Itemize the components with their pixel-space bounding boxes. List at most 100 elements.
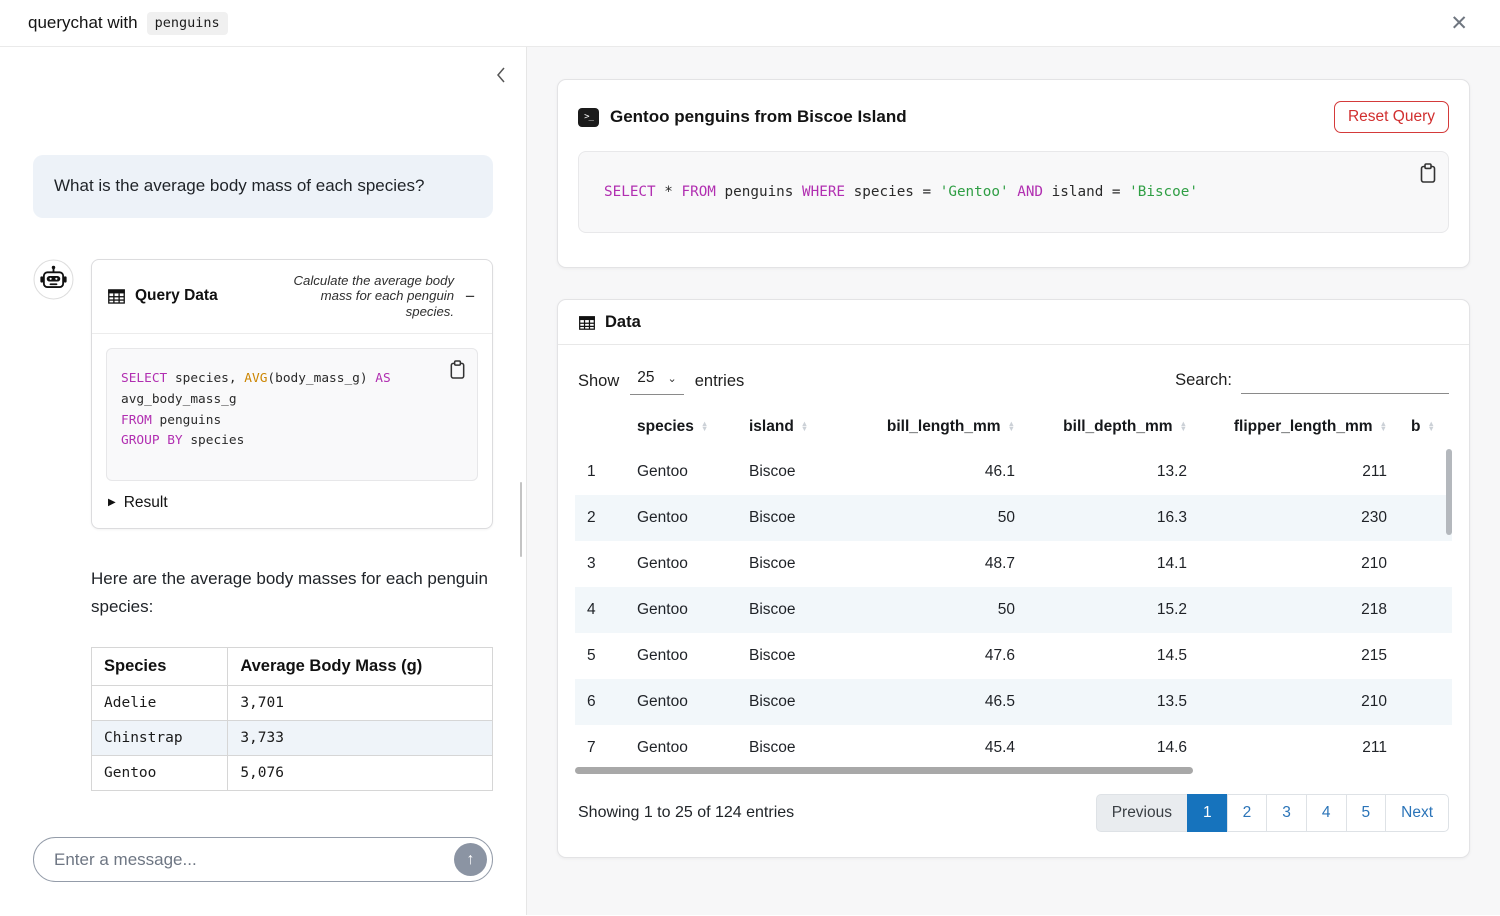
column-header-island[interactable]: island ▲ ▼ [737,405,845,449]
pagination-page-5[interactable]: 5 [1345,794,1387,832]
table-cell: 218 [1361,601,1387,618]
sort-icon: ▲ ▼ [800,419,809,433]
show-label: Show [578,371,620,390]
table-cell: Gentoo [637,601,688,618]
column-header-bill_length_mm[interactable]: bill_length_mm ▲ ▼ [845,405,1027,449]
data-card-header: Data [558,300,1469,345]
tool-card-collapse-icon[interactable]: − [465,286,475,306]
tool-sql-code: SELECT species, AVG(body_mass_g) AS avg_b… [121,371,391,449]
horizontal-scrollbar[interactable] [575,767,1193,774]
table-cell [1399,541,1452,587]
table-cell: 14.5 [1156,647,1187,664]
chevron-left-icon [497,67,505,83]
query-title: Gentoo penguins from Biscoe Island [610,107,907,126]
table-cell: 210 [1361,693,1387,710]
table-cell: Biscoe [749,693,796,710]
assistant-answer-text: Here are the average body masses for eac… [91,568,488,616]
column-header-bill_depth_mm[interactable]: bill_depth_mm ▲ ▼ [1027,405,1199,449]
table-cell: 46.1 [984,463,1015,480]
table-row: 3 Gentoo Biscoe 48.7 14.1 210 [575,541,1452,587]
search-label: Search: [1175,371,1232,389]
column-header-species[interactable]: species ▲ ▼ [625,405,737,449]
tool-card-title: Query Data [135,287,218,305]
column-label: bill_length_mm [886,418,1001,435]
datatable-toolbar: Show 25 ⌄ entries Search: [558,345,1469,399]
result-table-cell: Adelie [90,685,229,722]
result-table-row: Chinstrap 3,733 [90,720,493,757]
tool-card-subtitle: Calculate the average body mass for each… [293,272,455,320]
close-icon[interactable]: ✕ [1446,11,1472,36]
table-cell: 210 [1361,555,1387,572]
search-input[interactable] [1241,367,1449,394]
vertical-scrollbar[interactable] [1446,449,1452,535]
data-card-title: Data [605,313,641,331]
table-row: 7 Gentoo Biscoe 45.4 14.6 211 [575,725,1452,771]
send-button[interactable]: ↑ [454,843,487,876]
column-header-b[interactable]: b ▲ ▼ [1399,405,1452,449]
copy-icon[interactable] [446,357,469,382]
result-toggle-label: Result [123,493,168,511]
sidebar-resize-handle[interactable] [520,482,522,557]
reset-query-button[interactable]: Reset Query [1333,101,1449,133]
table-cell: Gentoo [637,555,688,572]
table-cell: Gentoo [637,647,688,664]
result-table-cell: Chinstrap [90,720,229,757]
message-input[interactable] [34,849,454,870]
bot-avatar [33,259,74,300]
column-label: bill_depth_mm [1063,418,1173,435]
sidebar-collapse-button[interactable] [490,63,512,90]
tool-card-body: SELECT species, AVG(body_mass_g) AS avg_b… [92,334,492,528]
table-cell: Biscoe [749,601,796,618]
page-length-value: 25 [637,369,655,386]
table-cell: Biscoe [749,463,796,480]
row-number-cell: 7 [587,739,596,756]
table-cell: Gentoo [637,509,688,526]
data-table-head: species ▲ ▼ island ▲ ▼ bill_length_mm ▲ ▼ bill_de… [575,405,1452,449]
table-cell: Gentoo [637,739,688,756]
result-toggle[interactable]: ▶ Result [106,481,478,514]
table-cell: 50 [997,601,1015,618]
result-table-row: Adelie 3,701 [90,685,493,722]
table-icon [579,315,595,330]
pagination-page-1[interactable]: 1 [1187,794,1228,832]
row-number-cell: 4 [587,601,596,618]
result-table-cell: 3,733 [227,720,493,757]
row-number-cell: 2 [587,509,596,526]
data-table: species ▲ ▼ island ▲ ▼ bill_length_mm ▲ ▼ bill_de… [575,405,1452,771]
column-label: flipper_length_mm [1233,418,1373,435]
table-cell: 50 [997,509,1015,526]
query-card-header: >_ Gentoo penguins from Biscoe Island Re… [558,80,1469,151]
column-label: b [1411,418,1421,435]
arrow-up-icon: ↑ [466,850,475,868]
terminal-icon: >_ [578,107,599,127]
table-row: 4 Gentoo Biscoe 50 15.2 218 [575,587,1452,633]
table-cell: 14.6 [1156,739,1187,756]
table-cell: 215 [1361,647,1387,664]
pagination-next-button[interactable]: Next [1385,794,1449,832]
column-header-flipper_length_mm[interactable]: flipper_length_mm ▲ ▼ [1199,405,1399,449]
table-cell: 16.3 [1156,509,1187,526]
caret-right-icon: ▶ [108,497,116,509]
pagination-page-2[interactable]: 2 [1226,794,1268,832]
column-label: island [749,418,794,435]
result-table-cell: 5,076 [227,755,493,792]
table-row: 6 Gentoo Biscoe 46.5 13.5 210 [575,679,1452,725]
row-number-cell: 1 [587,463,596,480]
pagination-page-4[interactable]: 4 [1305,794,1347,832]
table-cell: Biscoe [749,647,796,664]
chat-sidebar: What is the average body mass of each sp… [0,47,527,915]
page-length-control: Show 25 ⌄ entries [578,367,744,395]
row-number-header [575,405,625,449]
table-cell: 211 [1362,739,1387,756]
page-length-select[interactable]: 25 ⌄ [630,367,684,395]
pagination-previous-button[interactable]: Previous [1095,794,1188,832]
table-cell [1399,495,1452,541]
copy-icon[interactable] [1416,160,1440,186]
row-number-cell: 3 [587,555,596,572]
table-cell: 48.7 [984,555,1015,572]
query-sql-code: SELECT * FROM penguins WHERE species = '… [604,184,1198,200]
table-cell [1399,633,1452,679]
pagination-page-3[interactable]: 3 [1266,794,1307,832]
sort-icon: ▲ ▼ [1007,419,1015,433]
table-cell: 14.1 [1156,555,1187,572]
